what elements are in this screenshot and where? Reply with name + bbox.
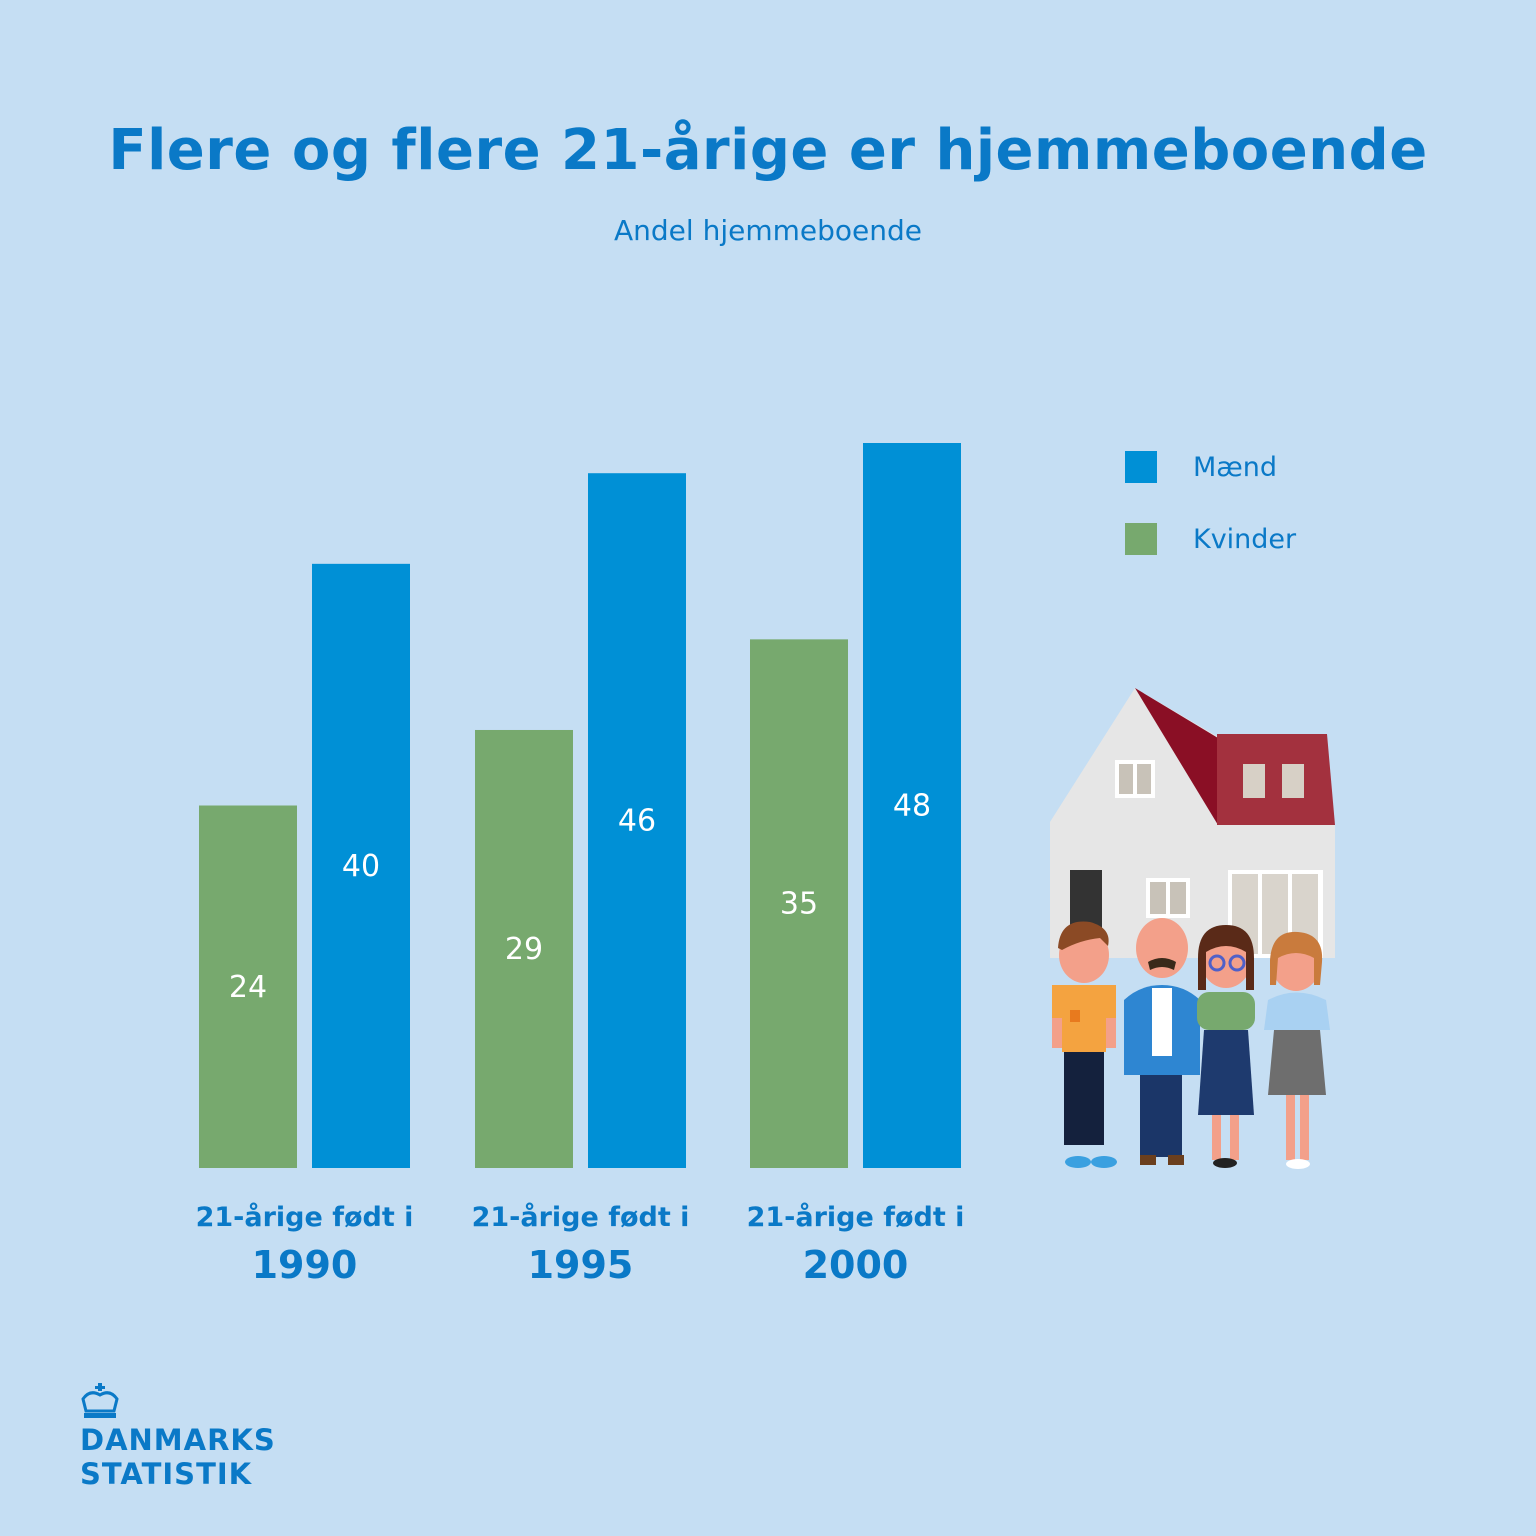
category-year: 1990 <box>251 1243 358 1287</box>
category-year: 1995 <box>527 1243 634 1287</box>
category-prefix: 21-årige født i <box>471 1202 690 1233</box>
bar-m-nd-1990 <box>312 563 410 1168</box>
legend-swatch-kvinder <box>1125 523 1157 555</box>
data-label-kvinder-2000: 35 <box>780 887 818 922</box>
category-prefix: 21-årige født i <box>746 1202 965 1233</box>
person-woman-glasses <box>1197 925 1255 1168</box>
category-label-2000: 21-årige født i 2000 <box>706 1202 1006 1287</box>
legend-item-kvinder: Kvinder <box>1125 523 1296 555</box>
logo-text-line1: DANMARKS <box>80 1423 276 1457</box>
data-label-kvinder-1995: 29 <box>505 932 543 967</box>
chart-subtitle: Andel hjemmeboende <box>614 214 922 247</box>
person-young-woman <box>1264 931 1330 1169</box>
bar-m-nd-1995 <box>588 473 686 1168</box>
legend: Mænd Kvinder <box>1125 451 1296 595</box>
data-label-m-nd-1990: 40 <box>342 849 380 884</box>
bar-kvinder-1990 <box>199 805 297 1168</box>
data-label-kvinder-1990: 24 <box>229 970 267 1005</box>
danmarks-statistik-logo: DANMARKS STATISTIK <box>80 1383 276 1491</box>
family-house-illustration <box>1050 688 1335 1169</box>
person-older-man <box>1124 918 1200 1165</box>
legend-label-maend: Mænd <box>1193 451 1278 483</box>
bar-kvinder-2000 <box>750 639 848 1168</box>
category-year: 2000 <box>802 1243 909 1287</box>
data-label-m-nd-1995: 46 <box>618 804 656 839</box>
category-label-1995: 21-årige født i 1995 <box>431 1202 731 1287</box>
legend-label-kvinder: Kvinder <box>1193 523 1297 555</box>
category-prefix: 21-årige født i <box>195 1202 414 1233</box>
legend-item-maend: Mænd <box>1125 451 1296 483</box>
logo-text-line2: STATISTIK <box>80 1457 253 1491</box>
person-young-man <box>1052 921 1117 1168</box>
crown-icon <box>81 1383 119 1418</box>
legend-swatch-maend <box>1125 451 1157 483</box>
house-illustration <box>1050 688 1335 958</box>
category-label-1990: 21-årige født i 1990 <box>155 1202 455 1287</box>
chart-title: Flere og flere 21-årige er hjemmeboende <box>108 118 1428 183</box>
data-label-m-nd-2000: 48 <box>893 789 931 824</box>
bar-kvinder-1995 <box>475 729 573 1168</box>
bar-m-nd-2000 <box>863 443 961 1168</box>
